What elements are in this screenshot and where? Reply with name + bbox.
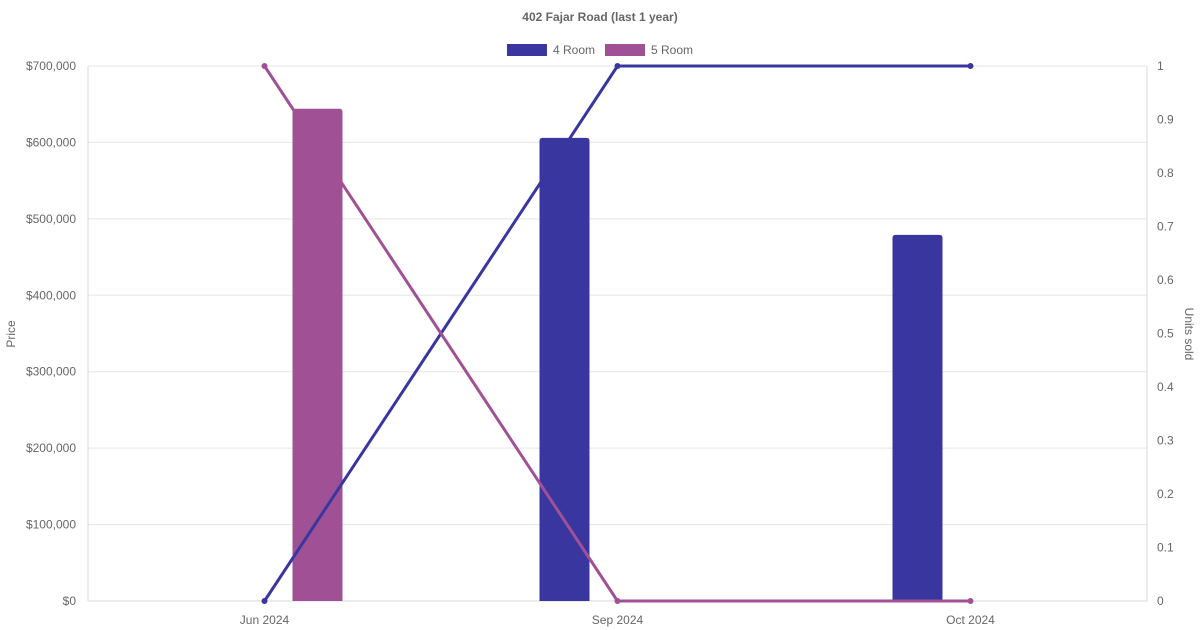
x-tick-label: Jun 2024 (240, 613, 290, 627)
units-sold-point (614, 598, 621, 604)
right-tick-label: 0.7 (1157, 220, 1174, 234)
right-tick-label: 0.6 (1157, 273, 1174, 287)
right-tick-label: 0.5 (1157, 327, 1174, 341)
right-tick-label: 0 (1157, 594, 1164, 608)
left-axis-title: Price (4, 320, 18, 348)
left-tick-label: $300,000 (26, 365, 76, 379)
right-axis-ticks: 0 0.1 0.2 0.3 0.4 0.5 0.6 0.7 0.8 0.9 1 (1157, 59, 1174, 608)
left-tick-label: $400,000 (26, 288, 76, 302)
right-tick-label: 0.3 (1157, 434, 1174, 448)
left-tick-label: $0 (63, 594, 77, 608)
legend-item: 5 Room (605, 43, 693, 57)
right-tick-label: 0.8 (1157, 166, 1174, 180)
left-axis-ticks: $0 $100,000 $200,000 $300,000 $400,000 $500,0… (26, 59, 76, 608)
right-axis-title: Units sold (1182, 308, 1196, 361)
legend-swatch (605, 44, 645, 56)
legend-label: 4 Room (553, 43, 595, 57)
units-sold-point (967, 63, 974, 69)
chart-title: 402 Fajar Road (last 1 year) (522, 10, 677, 24)
left-tick-label: $200,000 (26, 441, 76, 455)
price-bar (539, 137, 590, 602)
legend: 4 Room 5 Room (506, 43, 693, 57)
legend-swatch (506, 44, 547, 56)
legend-label: 5 Room (651, 43, 693, 57)
units-sold-point (261, 63, 268, 69)
x-axis-ticks: Jun 2024 Sep 2024 Oct 2024 (240, 613, 995, 627)
x-tick-label: Sep 2024 (592, 613, 644, 627)
left-tick-label: $700,000 (26, 59, 76, 73)
right-tick-label: 1 (1157, 59, 1164, 73)
x-tick-label: Oct 2024 (946, 613, 995, 627)
units-sold-point (967, 598, 974, 604)
right-tick-label: 0.4 (1157, 380, 1174, 394)
left-tick-label: $100,000 (26, 518, 76, 532)
units-sold-point (614, 63, 621, 69)
units-sold-lines (261, 63, 974, 604)
units-sold-point (261, 598, 268, 604)
right-tick-label: 0.1 (1157, 541, 1174, 555)
legend-item: 4 Room (506, 43, 595, 57)
price-bars (292, 108, 943, 602)
price-bar (292, 108, 343, 602)
units-sold-line (263, 65, 971, 603)
price-bar (892, 234, 943, 601)
right-tick-label: 0.9 (1157, 113, 1174, 127)
left-tick-label: $500,000 (26, 212, 76, 226)
gridlines (87, 65, 1148, 602)
right-tick-label: 0.2 (1157, 487, 1174, 501)
units-sold-line (263, 64, 971, 602)
left-tick-label: $600,000 (26, 135, 76, 149)
